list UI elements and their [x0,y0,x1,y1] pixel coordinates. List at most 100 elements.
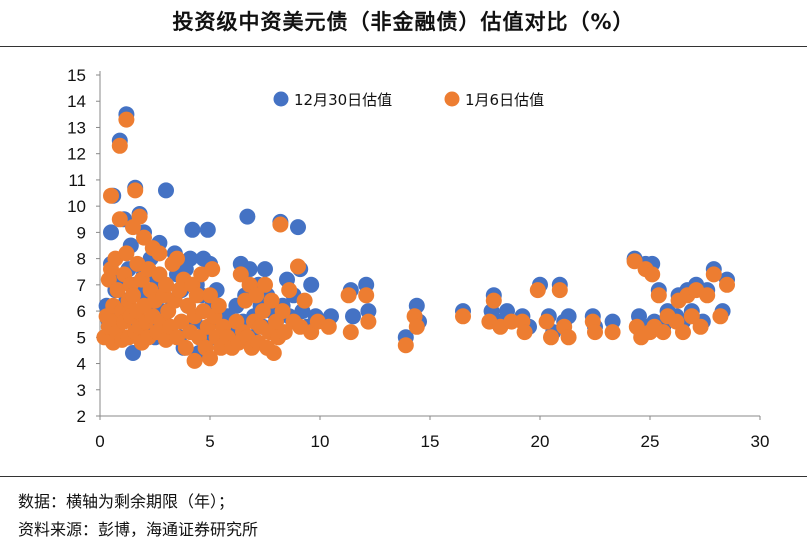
series-2-point [340,287,357,304]
series-2-point [516,324,533,341]
series-2-point [408,318,425,335]
series-2-point [655,324,672,341]
series-2-point [692,318,709,335]
y-tick-label: 12 [67,145,86,164]
series-2-point [272,216,289,233]
series-1-point [257,261,273,278]
series-2-point [125,287,141,304]
legend-marker-2 [444,91,460,107]
y-tick-label: 3 [77,381,86,400]
y-tick-label: 8 [77,250,86,269]
series-2-point [276,324,293,341]
series-2-point [650,287,667,304]
y-tick-label: 6 [77,302,86,321]
series-2-point [111,211,128,228]
series-2-point [320,318,337,335]
series-1-point [345,308,361,325]
series-2-point [296,292,313,309]
y-tick-label: 10 [67,197,86,216]
series-2-point [587,324,603,341]
x-tick-label: 15 [421,432,440,451]
series-2-point [202,287,218,304]
legend-label-2: 1月6日估值 [465,91,544,109]
series-2-point [118,111,135,128]
series-2-point [103,187,119,204]
series-2-point [177,339,194,356]
x-tick-label: 20 [531,432,550,451]
series-1-point [103,224,119,241]
series-2-point [719,276,735,293]
series-2-point [543,329,559,346]
series-2-point [111,137,128,154]
x-tick-label: 10 [311,432,330,451]
series-2-point [109,282,126,299]
series-2-point [204,261,221,278]
series-2-point [281,282,298,299]
series-2-point [699,287,716,304]
series-2-point [358,287,375,304]
footer-divider [0,476,807,477]
series-2-point [683,308,700,325]
series-2-point [485,292,502,309]
series-2-point [274,303,291,320]
y-tick-label: 7 [77,276,86,295]
series-2-point [151,245,168,262]
series-2-point [136,229,152,246]
source-note: 资料来源：彭博，海通证券研究所 [18,520,259,539]
series-2-point [127,182,144,199]
series-2-point [626,253,643,270]
series-2-point [705,266,722,283]
series-2-point [263,292,280,309]
series-2-point [248,287,265,304]
series-2-point [202,350,218,367]
series-2-point [675,324,691,341]
series-2-point [265,345,282,361]
series-1-point [184,221,201,238]
series-2-point [254,303,271,320]
y-tick-label: 15 [67,66,86,85]
series-2-point [173,313,190,330]
y-tick-label: 11 [68,171,86,190]
series-2-point [360,313,377,330]
y-tick-label: 4 [77,355,86,374]
series-2-point [604,324,621,341]
series-2-point [257,276,273,293]
series-2-point [712,308,729,325]
y-tick-label: 9 [77,223,86,242]
series-1-point [182,250,199,267]
series-2-point [538,313,555,330]
series-1-point [158,182,174,199]
series-2-point [188,287,205,304]
title-divider [0,46,807,47]
legend-label-1: 12月30日估值 [294,91,392,109]
series-2-point [158,276,174,293]
series-2-point [503,313,520,330]
series-1-point [199,221,216,238]
series-2-point [560,329,577,346]
x-tick-label: 5 [205,432,214,451]
series-2-point [644,266,661,283]
series-2-point [342,324,359,341]
series-2-point [210,297,227,314]
series-2-point [186,352,203,369]
y-tick-label: 14 [67,92,86,111]
series-1-point [290,219,306,236]
series-1-point [303,276,320,293]
series-2-point [169,329,185,346]
legend-marker-1 [273,91,289,107]
x-tick-label: 30 [751,432,770,451]
series-2-point [455,308,471,325]
series-2-point [397,337,414,354]
chart-title: 投资级中资美元债（非金融债）估值对比（%） [172,10,635,34]
y-tick-label: 2 [77,407,86,426]
series-2-point [169,250,185,267]
x-tick-label: 0 [95,432,104,451]
series-2-point [290,258,306,275]
y-tick-label: 13 [67,118,86,137]
y-tick-label: 5 [77,328,86,347]
x-tick-label: 25 [641,432,660,451]
series-2-point [118,245,135,262]
series-2-point [551,282,568,299]
series-2-point [131,208,148,225]
